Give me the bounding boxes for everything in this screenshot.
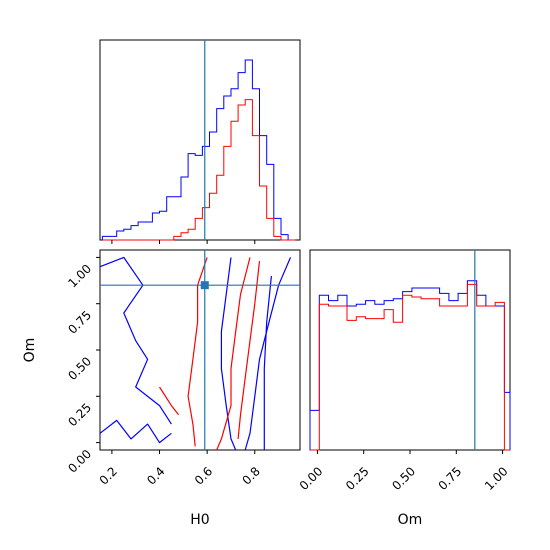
- om-x-tick-label: 0.75: [436, 464, 465, 493]
- om-y-tick-label: 0.25: [65, 401, 94, 430]
- om-y-tick-label: 0.50: [65, 354, 94, 383]
- y-axis-label-om: Om: [22, 338, 38, 363]
- om-y-tick-label: 0.00: [65, 447, 94, 476]
- joint-contour-0-2: [263, 275, 272, 450]
- h0-x-tick-label: 0.8: [239, 464, 262, 487]
- h0-x-tick-label: 0.6: [192, 464, 215, 487]
- h0-histogram-layer: [101, 40, 296, 241]
- joint-contour-0-3: [99, 419, 172, 444]
- om-x-tick-label: 0.50: [389, 464, 418, 493]
- h0-x-tick-label: 0.2: [97, 464, 120, 487]
- h0-histogram-series-0: [101, 59, 296, 241]
- tick-layer: 0.2 0.4 0.6 0.8 0.00 0.25 0.50 0.75 1.00 0.00 0.25…: [65, 240, 511, 493]
- om-x-tick-label: 0.00: [297, 464, 326, 493]
- om-y-tick-label: 1.00: [65, 262, 94, 291]
- h0-histogram-series-1: [102, 99, 296, 241]
- om-x-tick-label: 0.25: [343, 464, 372, 493]
- joint-contour-1-1: [216, 257, 251, 451]
- om-marginal-panel: [309, 249, 511, 451]
- joint-contour-0-0: [220, 257, 237, 451]
- joint-contour-1-2: [237, 261, 261, 439]
- joint-contour-0-4: [99, 256, 172, 425]
- h0-marginal-panel: [99, 39, 301, 241]
- x-axis-label-om: Om: [398, 512, 423, 528]
- joint-truth-marker: [200, 281, 209, 290]
- om-x-tick-label: 1.00: [482, 464, 511, 493]
- joint-contour-1-3: [158, 386, 180, 416]
- om-histogram-series-1: [310, 283, 510, 451]
- x-axis-label-h0: H0: [190, 512, 209, 528]
- om-y-tick-label: 0.75: [65, 308, 94, 337]
- om-histogram-layer: [309, 250, 511, 451]
- joint-contour-layer: [99, 250, 300, 451]
- h0-x-tick-label: 0.4: [144, 464, 167, 487]
- joint-contour-0-1: [244, 257, 292, 451]
